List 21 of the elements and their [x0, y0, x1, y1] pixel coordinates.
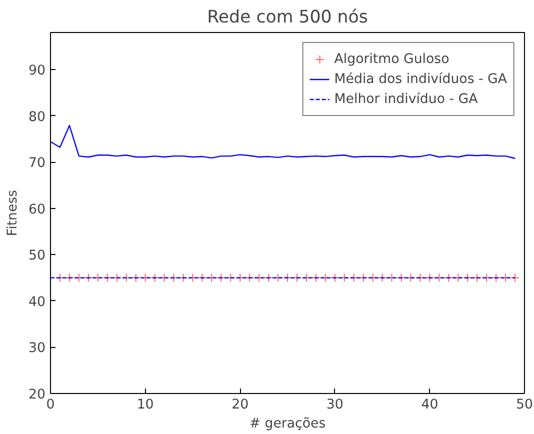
y-tick-label: 90 — [28, 64, 46, 79]
chart-title: Rede com 500 nós — [207, 8, 368, 28]
y-tick-label: 50 — [28, 248, 46, 264]
legend-label: Algoritmo Guloso — [334, 52, 450, 66]
y-tick-label: 80 — [28, 110, 46, 125]
x-tick-label: 50 — [516, 398, 533, 412]
y-tick-label: 20 — [28, 388, 46, 402]
y-tick-label: 40 — [28, 294, 46, 310]
y-axis-title: Fitness — [6, 190, 21, 236]
legend-label: Média dos indivíduos - GA — [334, 72, 507, 86]
x-tick-label: 10 — [136, 398, 154, 412]
x-tick-label: 0 — [46, 398, 55, 412]
x-tick-label: 30 — [326, 398, 344, 412]
y-tick-label: 30 — [28, 341, 46, 356]
x-tick-label: 20 — [232, 398, 249, 412]
legend-label: Melhor indivíduo - GA — [334, 92, 478, 106]
line-series — [50, 124, 516, 159]
x-axis-title: # gerações — [249, 416, 326, 432]
x-tick-label: 40 — [421, 398, 438, 412]
y-tick-label: 70 — [28, 156, 46, 172]
y-tick-label: 60 — [28, 202, 46, 218]
